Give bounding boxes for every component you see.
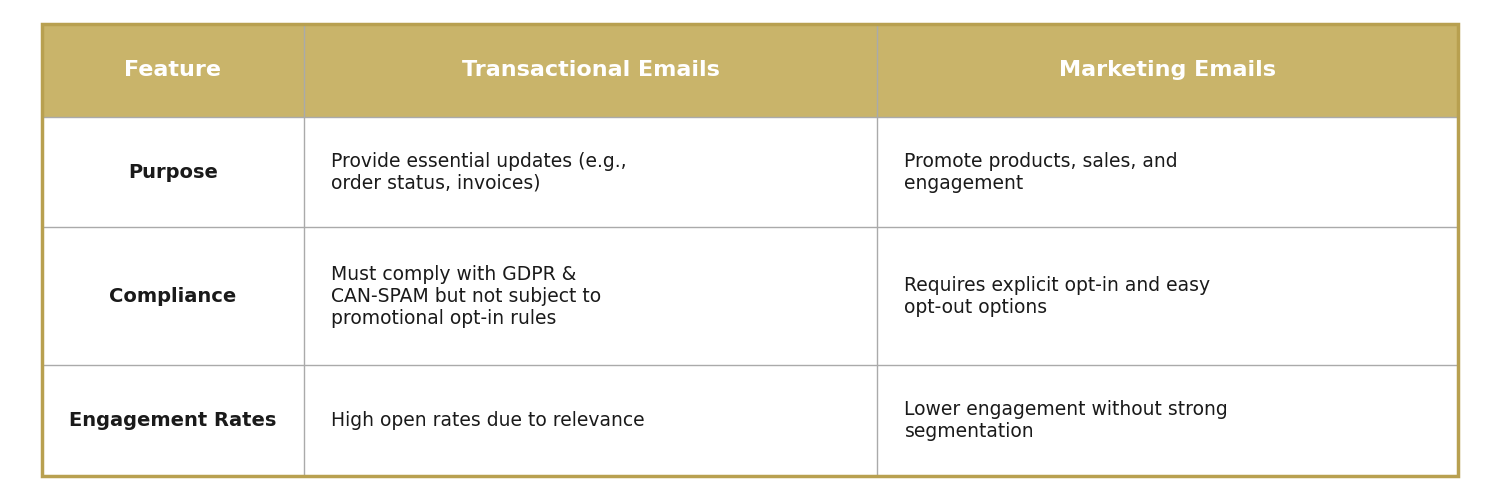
Text: Promote products, sales, and
engagement: Promote products, sales, and engagement — [904, 152, 1178, 192]
Bar — [878, 116, 1458, 228]
Text: Engagement Rates: Engagement Rates — [69, 411, 276, 430]
Bar — [42, 116, 304, 228]
Bar — [304, 228, 877, 366]
Bar — [304, 24, 877, 116]
Bar — [42, 228, 304, 366]
Text: Provide essential updates (e.g.,
order status, invoices): Provide essential updates (e.g., order s… — [332, 152, 627, 192]
Bar — [42, 366, 304, 476]
Text: Transactional Emails: Transactional Emails — [462, 60, 720, 80]
Text: Must comply with GDPR &
CAN-SPAM but not subject to
promotional opt-in rules: Must comply with GDPR & CAN-SPAM but not… — [332, 265, 602, 328]
Text: Requires explicit opt-in and easy
opt-out options: Requires explicit opt-in and easy opt-ou… — [904, 276, 1210, 317]
Text: Compliance: Compliance — [110, 287, 237, 306]
Text: Marketing Emails: Marketing Emails — [1059, 60, 1276, 80]
Bar — [878, 24, 1458, 116]
Bar — [878, 366, 1458, 476]
Bar — [304, 116, 877, 228]
Text: Feature: Feature — [124, 60, 222, 80]
Bar — [304, 366, 877, 476]
Bar — [42, 24, 304, 116]
Text: Lower engagement without strong
segmentation: Lower engagement without strong segmenta… — [904, 400, 1228, 441]
Bar — [878, 228, 1458, 366]
Text: High open rates due to relevance: High open rates due to relevance — [332, 411, 645, 430]
Text: Purpose: Purpose — [128, 162, 218, 182]
